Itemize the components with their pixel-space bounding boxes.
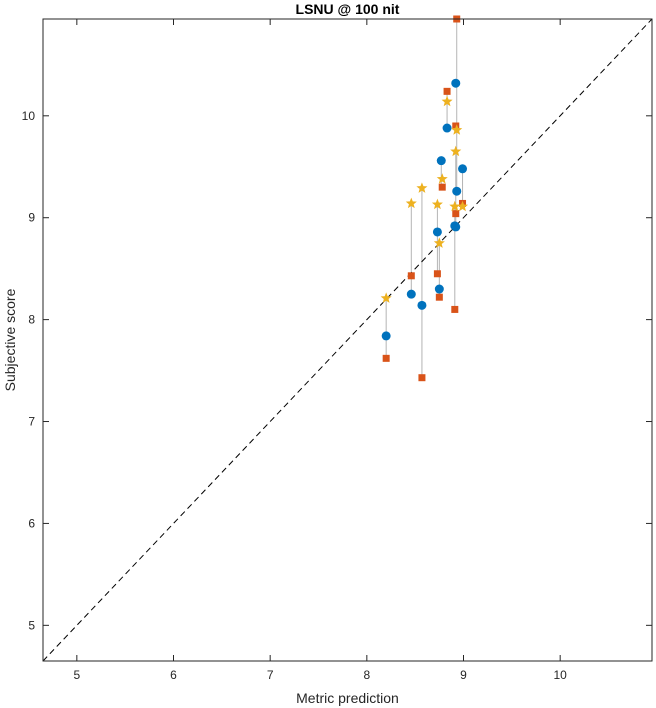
square-point <box>433 270 441 278</box>
y-axis-ticks: 5 6 7 8 9 10 <box>22 109 652 632</box>
square-point <box>435 293 443 301</box>
x-tick-label: 7 <box>267 668 274 682</box>
identity-dashed-line <box>42 18 653 662</box>
y-axis-title: Subjective score <box>2 288 18 391</box>
circle-point <box>442 123 452 133</box>
data-points <box>380 15 469 382</box>
x-tick-label: 9 <box>460 668 467 682</box>
square-point <box>443 87 451 95</box>
circle-point <box>432 227 442 237</box>
circle-point <box>451 222 461 232</box>
x-axis-title: Metric prediction <box>296 690 399 706</box>
circle-point <box>434 284 444 294</box>
x-tick-label: 5 <box>73 668 80 682</box>
circle-point <box>381 331 391 341</box>
square-point <box>382 354 390 362</box>
y-tick-label: 7 <box>28 415 35 429</box>
square-point <box>418 374 426 382</box>
circle-point <box>417 300 427 310</box>
square-point <box>452 122 460 130</box>
circle-point <box>436 156 446 166</box>
y-tick-label: 9 <box>28 211 35 225</box>
star-point <box>436 173 448 184</box>
y-tick-label: 8 <box>28 313 35 327</box>
x-tick-label: 6 <box>170 668 177 682</box>
circle-point <box>452 186 462 196</box>
square-point <box>407 272 415 280</box>
star-point <box>431 198 443 210</box>
reference-line <box>42 18 653 662</box>
circle-point <box>458 164 468 174</box>
circle-point <box>406 289 416 299</box>
square-point <box>438 183 446 191</box>
y-tick-label: 5 <box>28 618 35 632</box>
y-tick-label: 6 <box>28 516 35 530</box>
star-point <box>405 197 417 209</box>
axes-frame <box>42 18 653 662</box>
star-point <box>457 200 469 212</box>
star-point <box>451 124 463 135</box>
chart-title: LSNU @ 100 nit <box>296 1 400 17</box>
square-point <box>452 210 460 218</box>
star-point <box>380 292 392 303</box>
star-point <box>450 145 462 157</box>
x-tick-label: 10 <box>553 668 567 682</box>
square-point <box>451 305 459 313</box>
x-axis-ticks: 5 6 7 8 9 10 <box>73 19 567 682</box>
circle-point <box>451 78 461 88</box>
star-point <box>433 237 445 248</box>
star-point <box>449 200 461 212</box>
x-tick-label: 8 <box>363 668 370 682</box>
star-point <box>416 182 428 193</box>
star-point <box>441 95 453 107</box>
y-tick-label: 10 <box>22 109 36 123</box>
